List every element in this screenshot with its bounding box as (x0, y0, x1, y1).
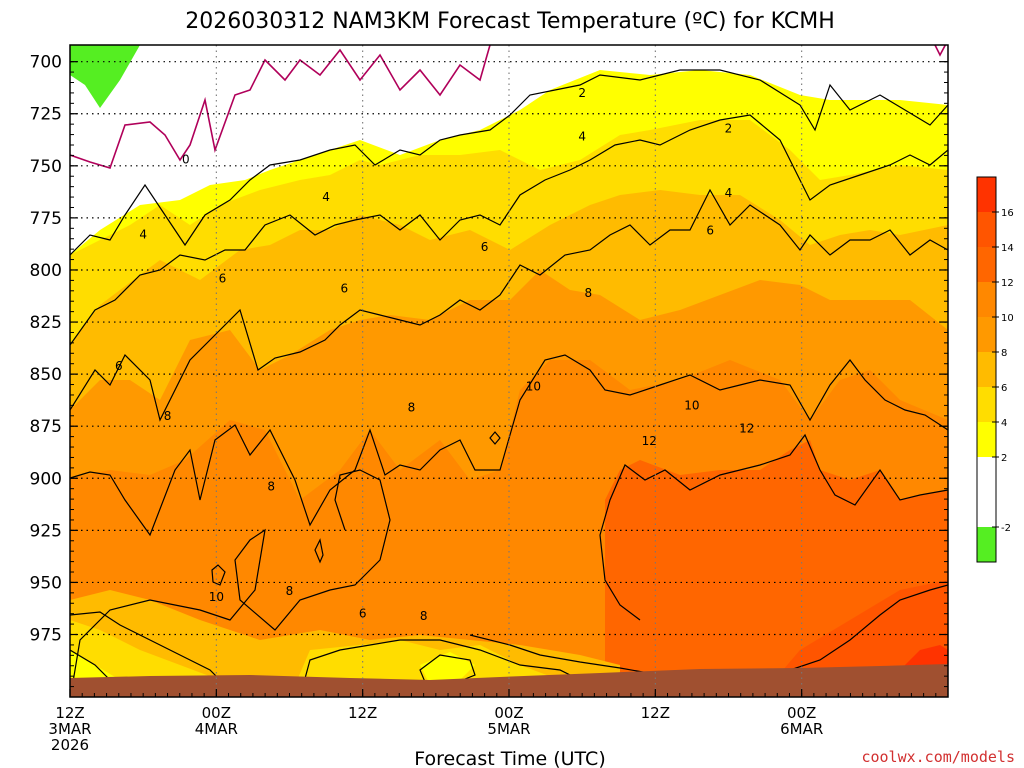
contour-label-16: 8 (408, 400, 416, 414)
y-tick-label-750: 750 (30, 157, 62, 177)
colorbar-tick-label--2: -2 (1001, 523, 1011, 534)
x-tick-label-0-2: 2026 (51, 736, 89, 754)
x-tick-label-12-0: 00Z (202, 704, 231, 722)
x-tick-label-12-1: 4MAR (195, 720, 238, 738)
y-tick-label-925: 925 (30, 521, 62, 541)
chart-title: 2026030312 NAM3KM Forecast Temperature (… (185, 9, 835, 34)
credit-link[interactable]: coolwx.com/models (861, 748, 1015, 766)
contour-label-20: 10 (526, 380, 541, 394)
colorbar-bin-0 (977, 527, 996, 562)
colorbar-tick-label-16: 16 (1001, 208, 1014, 219)
colorbar-tick-label-8: 8 (1001, 348, 1007, 359)
y-tick-label-975: 975 (30, 626, 62, 646)
contour-label-19: 10 (209, 590, 224, 604)
colorbar-bin-9 (977, 177, 996, 212)
contour-label-23: 12 (739, 421, 754, 435)
y-tick-label-725: 725 (30, 105, 62, 125)
ground-terrain (70, 664, 948, 697)
y-tick-label-850: 850 (30, 365, 62, 385)
contour-label-18: 8 (584, 286, 592, 300)
colorbar-tick-label-14: 14 (1001, 243, 1014, 254)
colorbar-bin-5 (977, 317, 996, 352)
contour-4 (70, 114, 948, 346)
x-tick-label-36-1: 5MAR (487, 720, 530, 738)
contour-label-7: 6 (219, 271, 227, 285)
contour-lines (70, 45, 948, 697)
contour-10 (70, 469, 391, 697)
y-tick-label-875: 875 (30, 417, 62, 437)
contour-label-4: 4 (322, 190, 330, 204)
x-tick-label-24-0: 12Z (348, 704, 377, 722)
contour-label-10: 6 (481, 240, 489, 254)
contour-label-22: 12 (642, 434, 657, 448)
y-axis-tick-labels: 700 725 750 775 800 825 850 875 900 925 950 975 (30, 53, 62, 646)
x-gridlines (215, 45, 803, 697)
contour-label-1: 2 (578, 86, 586, 100)
contour-label-14: 8 (267, 480, 275, 494)
colorbar-bin-2 (977, 422, 996, 457)
colorbar: -2 2 4 6 8 10 12 14 16 (976, 176, 1014, 563)
contour-label-12: 6 (359, 607, 367, 621)
colorbar-bin-6 (977, 282, 996, 317)
colorbar-tick-label-4: 4 (1001, 418, 1007, 429)
x-tick-label-60-0: 00Z (787, 704, 816, 722)
temperature-bands (70, 45, 948, 697)
frame-ticks (69, 61, 949, 697)
contour-label-3: 4 (578, 130, 586, 144)
plot-area: 0 2 2 4 4 4 4 6 6 6 6 6 6 8 8 8 8 8 8 10 10 10 12 12 (69, 44, 949, 698)
contour-label-2: 2 (725, 121, 733, 135)
contour-label-15: 8 (286, 584, 294, 598)
x-tick-label-60-1: 6MAR (780, 720, 823, 738)
colorbar-bin-3 (977, 387, 996, 422)
y-tick-label-775: 775 (30, 209, 62, 229)
x-tick-label-48-0: 12Z (641, 704, 670, 722)
contour-label-9: 6 (115, 359, 123, 373)
colorbar-tick-label-6: 6 (1001, 383, 1007, 394)
y-tick-label-825: 825 (30, 313, 62, 333)
colorbar-tick-label-2: 2 (1001, 453, 1007, 464)
colorbar-bin-7 (977, 247, 996, 282)
contour-0-right (934, 45, 947, 57)
colorbar-tick-label-12: 12 (1001, 278, 1014, 289)
colorbar-frame (976, 176, 997, 563)
contour-0 (70, 45, 491, 169)
contour-label-0: 0 (182, 153, 190, 167)
contour-label-8: 6 (341, 282, 349, 296)
contour-label-11: 6 (706, 223, 714, 237)
band-below-minus2 (70, 45, 140, 108)
contour-8 (70, 354, 948, 537)
contour-label-13: 8 (164, 409, 172, 423)
contour-small-loop-3 (211, 564, 226, 586)
contour-6 (70, 188, 948, 422)
contour-2 (70, 69, 948, 256)
contour-small-loop-2 (314, 538, 324, 564)
contour-label-17: 8 (420, 609, 428, 623)
y-tick-label-700: 700 (30, 53, 62, 73)
colorbar-bin-4 (977, 352, 996, 387)
colorbar-bin-8 (977, 212, 996, 247)
x-tick-label-0-0: 12Z (55, 704, 84, 722)
contour-10-right (599, 433, 948, 621)
colorbar-bin-1 (977, 457, 996, 527)
x-tick-label-36-0: 00Z (494, 704, 523, 722)
contour-label-6: 4 (725, 186, 733, 200)
x-tick-label-0-1: 3MAR (48, 720, 91, 738)
contour-label-5: 4 (139, 228, 147, 242)
y-tick-label-950: 950 (30, 573, 62, 593)
y-tick-label-900: 900 (30, 469, 62, 489)
x-axis-label: Forecast Time (UTC) (414, 748, 605, 768)
colorbar-tick-label-10: 10 (1001, 313, 1014, 324)
y-tick-label-800: 800 (30, 261, 62, 281)
contour-label-21: 10 (684, 398, 699, 412)
band-minus2-2 (70, 45, 490, 160)
contour-labels: 0 2 2 4 4 4 4 6 6 6 6 6 6 8 8 8 8 8 8 10 10 10 12 12 (115, 86, 754, 623)
contour-small-loop (489, 431, 501, 445)
